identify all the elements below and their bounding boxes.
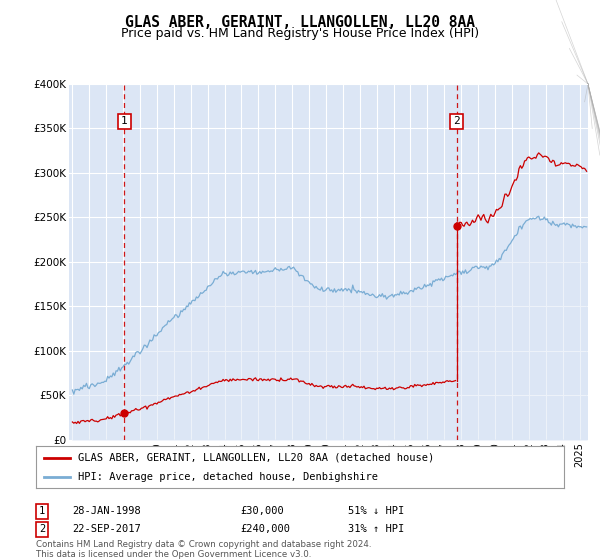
Text: £30,000: £30,000: [240, 506, 284, 516]
Text: Price paid vs. HM Land Registry's House Price Index (HPI): Price paid vs. HM Land Registry's House …: [121, 27, 479, 40]
Text: 1: 1: [121, 116, 128, 127]
Text: 51% ↓ HPI: 51% ↓ HPI: [348, 506, 404, 516]
Text: 2: 2: [39, 524, 45, 534]
Text: Contains HM Land Registry data © Crown copyright and database right 2024.
This d: Contains HM Land Registry data © Crown c…: [36, 540, 371, 559]
Text: GLAS ABER, GERAINT, LLANGOLLEN, LL20 8AA: GLAS ABER, GERAINT, LLANGOLLEN, LL20 8AA: [125, 15, 475, 30]
Text: £240,000: £240,000: [240, 524, 290, 534]
Text: 22-SEP-2017: 22-SEP-2017: [72, 524, 141, 534]
Text: HPI: Average price, detached house, Denbighshire: HPI: Average price, detached house, Denb…: [78, 472, 378, 482]
Text: 31% ↑ HPI: 31% ↑ HPI: [348, 524, 404, 534]
Text: GLAS ABER, GERAINT, LLANGOLLEN, LL20 8AA (detached house): GLAS ABER, GERAINT, LLANGOLLEN, LL20 8AA…: [78, 452, 434, 463]
Text: 2: 2: [453, 116, 460, 127]
Text: 28-JAN-1998: 28-JAN-1998: [72, 506, 141, 516]
Text: 1: 1: [39, 506, 45, 516]
